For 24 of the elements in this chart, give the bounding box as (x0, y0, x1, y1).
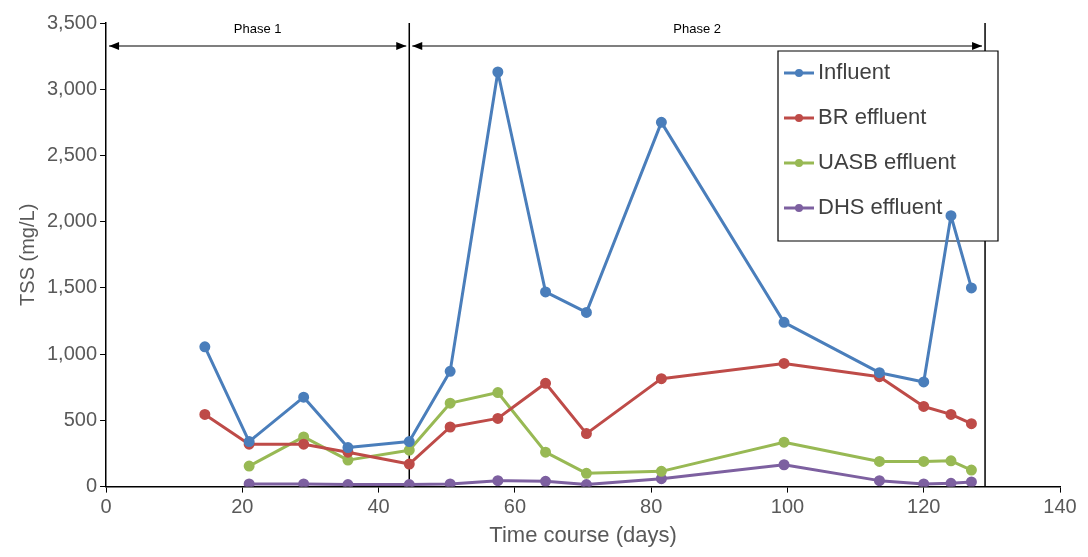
y-tick-label: 1,500 (46, 275, 98, 298)
x-tick-label: 80 (640, 495, 663, 518)
y-tick-label: 1,000 (46, 341, 98, 364)
legend-label: DHS effluent (818, 194, 943, 220)
x-tick-label: 20 (231, 495, 254, 518)
x-tick-label: 140 (1043, 495, 1077, 518)
legend-label: UASB effluent (818, 149, 956, 175)
x-axis-title: Time course (days) (489, 521, 677, 547)
x-tick-label: 40 (367, 495, 390, 518)
annotation: Phase 2 (673, 21, 722, 36)
legend-label: BR effluent (818, 104, 927, 130)
x-tick-label: 120 (907, 495, 941, 518)
y-tick-label: 500 (63, 407, 98, 430)
x-tick-label: 100 (770, 495, 805, 518)
legend-label: Influent (818, 59, 891, 85)
x-tick-label: 60 (503, 495, 527, 518)
y-tick-label: 3,500 (46, 10, 98, 33)
y-tick-label: 3,000 (46, 76, 98, 99)
y-tick-label: 2,000 (46, 209, 98, 232)
annotation: Phase 1 (233, 21, 282, 36)
y-tick-label: 0 (85, 474, 98, 497)
y-tick-label: 2,500 (46, 142, 98, 165)
x-tick-label: 0 (100, 495, 112, 518)
y-axis-title: TSS (mg/L) (15, 203, 38, 306)
